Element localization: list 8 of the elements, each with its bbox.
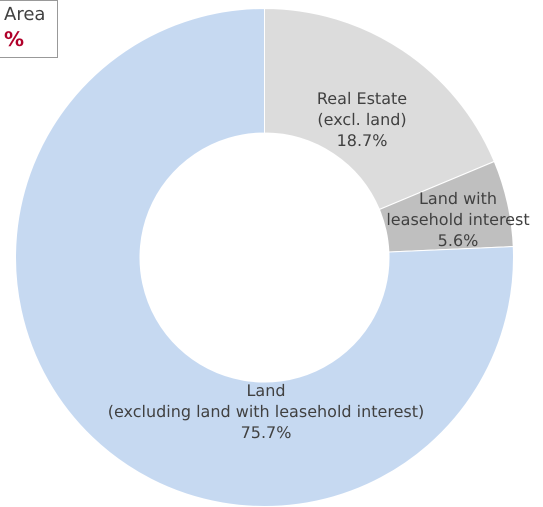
data-label: 18.7% xyxy=(336,131,388,150)
slice-label: Real Estate (excl. land) xyxy=(316,89,408,130)
data-label: 75.7% xyxy=(240,423,292,442)
text: Area xyxy=(4,3,46,27)
slice-label: Land with leasehold interest xyxy=(386,189,530,230)
data-label: 5.6% xyxy=(438,231,478,250)
slice-label: Land (excluding land with leasehold interest) xyxy=(108,381,424,422)
text: % xyxy=(4,27,26,51)
